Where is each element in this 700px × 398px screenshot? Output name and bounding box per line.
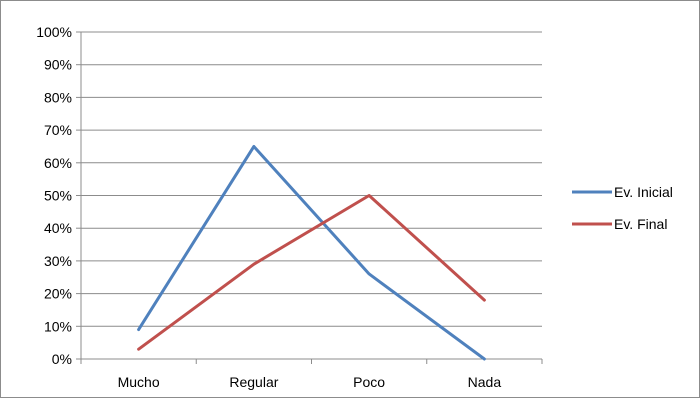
legend: Ev. Inicial Ev. Final [572,184,673,232]
y-tick-label: 100% [36,24,72,40]
y-tick-label: 10% [44,318,72,334]
x-tick-label: Regular [229,374,278,390]
series-lines [137,144,486,361]
series-line [137,144,486,361]
y-tick-label: 50% [44,188,72,204]
y-tick-labels: 0% 10% 20% 30% 40% 50% 60% 70% 80% 90% 100% [36,24,72,367]
x-tick-label: Nada [468,374,502,390]
x-tick-labels: Mucho Regular Poco Nada [118,374,502,390]
y-tick-label: 70% [44,122,72,138]
legend-label: Ev. Inicial [614,184,673,200]
y-tick-label: 20% [44,286,72,302]
y-tick-label: 60% [44,155,72,171]
y-tick-label: 40% [44,220,72,236]
x-tick-label: Poco [353,374,385,390]
y-tick-label: 0% [52,351,72,367]
gridlines [81,31,542,327]
legend-label: Ev. Final [614,216,667,232]
axes [76,31,543,364]
series-line [137,194,486,351]
y-tick-label: 80% [44,89,72,105]
x-tick-label: Mucho [118,374,160,390]
y-tick-label: 90% [44,57,72,73]
y-tick-label: 30% [44,253,72,269]
